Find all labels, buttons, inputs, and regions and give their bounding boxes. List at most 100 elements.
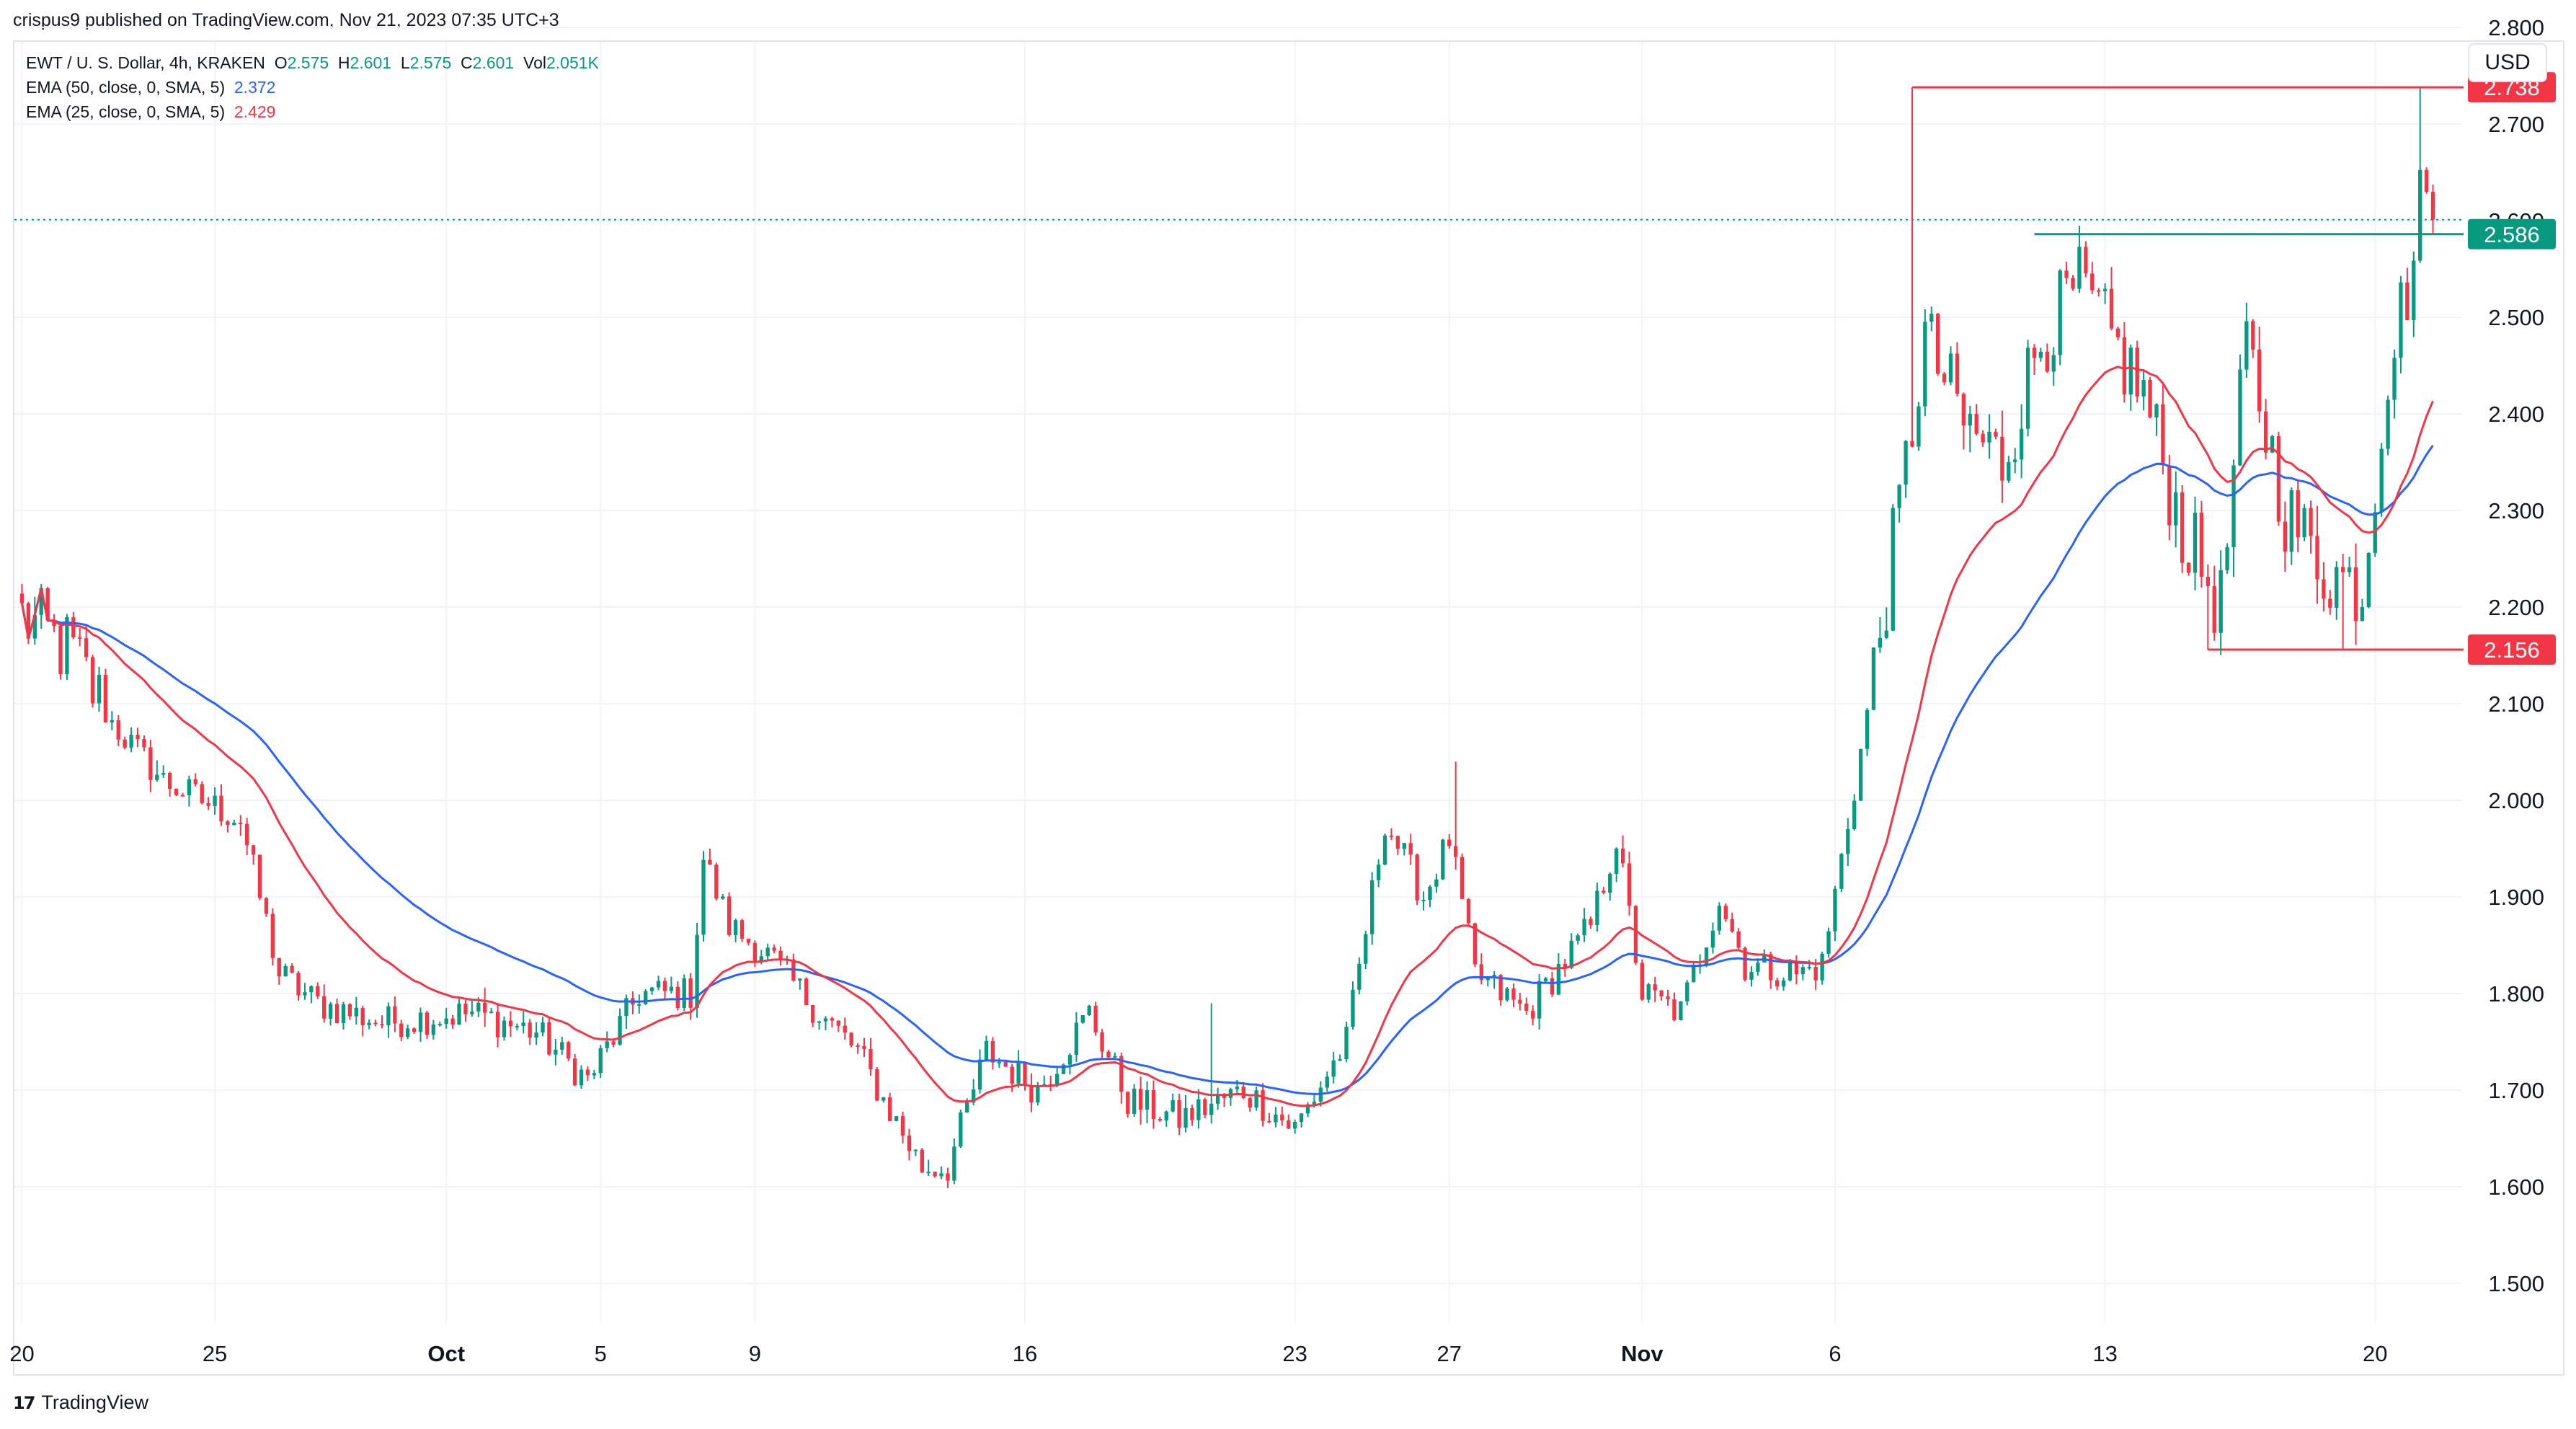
candle-body [798, 978, 802, 981]
candle-body [2238, 369, 2242, 466]
candle-body [1948, 353, 1953, 383]
candle-body [688, 978, 693, 1008]
candle-body [393, 1006, 397, 1024]
x-tick-label: 16 [1013, 1341, 1037, 1366]
candle-body [463, 1004, 468, 1014]
candle-body [1267, 1120, 1271, 1123]
candle-body [1775, 980, 1780, 987]
candle-body [1646, 984, 1651, 1000]
candle-body [1543, 978, 1548, 981]
candle-body [881, 1097, 886, 1101]
candle-body [2186, 562, 2191, 573]
tradingview-brand[interactable]: 17 TradingView [13, 1392, 148, 1414]
candle-body [2097, 290, 2101, 292]
candle-body [1826, 931, 1831, 954]
candle-body [624, 998, 629, 1017]
candle-body [2071, 278, 2075, 289]
candle-body [1126, 1092, 1130, 1114]
candle-body [1710, 930, 1715, 948]
candle-body [142, 739, 146, 748]
candle-body [244, 823, 249, 846]
candle-body [155, 774, 159, 780]
ema50-row[interactable]: EMA (50, close, 0, SMA, 5) 2.372 [26, 75, 599, 99]
candle-body [2090, 273, 2095, 291]
candle-body [1563, 963, 1567, 968]
candle-body [984, 1040, 989, 1060]
candle-body [778, 950, 783, 960]
candle-body [1813, 967, 1818, 981]
candle-body [438, 1024, 442, 1026]
candle-body [1473, 923, 1478, 965]
candle-body [296, 973, 301, 996]
candle-body [1511, 988, 1516, 1000]
candle-body [1987, 431, 1991, 443]
candle-body [618, 1016, 622, 1045]
candle-body [1839, 854, 1844, 889]
candle-body [180, 795, 185, 797]
candle-body [2373, 512, 2377, 553]
candle-body [58, 626, 63, 675]
candle-body [2244, 321, 2249, 370]
candle-body [1627, 863, 1632, 906]
candle-body [1807, 967, 1811, 969]
candle-body [1312, 1101, 1317, 1105]
low-label: L [400, 53, 410, 72]
candle-body [727, 896, 732, 935]
candle-body [1923, 322, 1927, 407]
symbol-label[interactable]: EWT / U. S. Dollar, 4h, KRAKEN [26, 53, 265, 72]
candle-body [1858, 748, 1863, 801]
candle-body [2335, 567, 2339, 608]
candle-body [752, 942, 758, 963]
candle-body [1524, 1004, 1529, 1011]
candle-body [2141, 380, 2146, 397]
candle-body [2412, 260, 2416, 321]
candle-body [2392, 358, 2397, 400]
candle-body [2115, 328, 2120, 337]
price-axis-label: 2.156 [2484, 637, 2540, 663]
candle-body [470, 1011, 474, 1014]
candle-body [1183, 1107, 1188, 1128]
candle-body [592, 1073, 597, 1076]
candle-body [1453, 846, 1458, 857]
candle-body [1910, 441, 1914, 447]
candle-body [521, 1022, 525, 1027]
candle-body [959, 1112, 963, 1147]
candle-body [714, 864, 719, 899]
candle-body [418, 1012, 423, 1032]
candle-body [1672, 999, 1676, 1020]
brand-name: TradingView [41, 1392, 148, 1413]
ema25-row[interactable]: EMA (25, close, 0, SMA, 5) 2.429 [26, 99, 599, 124]
candle-body [1196, 1099, 1201, 1120]
candle-body [1003, 1061, 1008, 1067]
candle-body [1820, 953, 1824, 981]
candle-body [2019, 428, 2024, 460]
candle-body [2077, 247, 2082, 289]
candle-body [1023, 1062, 1027, 1087]
x-tick-label: Nov [1621, 1341, 1664, 1366]
y-tick-label: 2.700 [2488, 112, 2544, 137]
candle-body [990, 1040, 995, 1063]
candle-body [1833, 888, 1837, 932]
candle-body [347, 1004, 352, 1017]
candle-body [1074, 1022, 1079, 1056]
candle-body [1955, 353, 1960, 394]
candle-body [1376, 864, 1381, 880]
candle-body [1692, 965, 1696, 983]
candle-body [1556, 963, 1561, 995]
candle-body [1151, 1090, 1156, 1120]
x-tick-label: 27 [1437, 1341, 1462, 1366]
x-tick-label: 23 [1282, 1341, 1307, 1366]
candle-body [309, 986, 314, 993]
candle-body [45, 588, 50, 621]
candle-body [1067, 1055, 1072, 1065]
candle-body [2212, 585, 2216, 633]
candle-body [1106, 1051, 1111, 1058]
candle-body [547, 1022, 551, 1055]
currency-button[interactable]: USD [2468, 43, 2547, 82]
candle-body [675, 986, 680, 1008]
candle-body [2225, 547, 2229, 570]
x-tick-label: 20 [9, 1341, 34, 1366]
ema25-value: 2.429 [234, 102, 276, 121]
candle-body [257, 854, 262, 898]
